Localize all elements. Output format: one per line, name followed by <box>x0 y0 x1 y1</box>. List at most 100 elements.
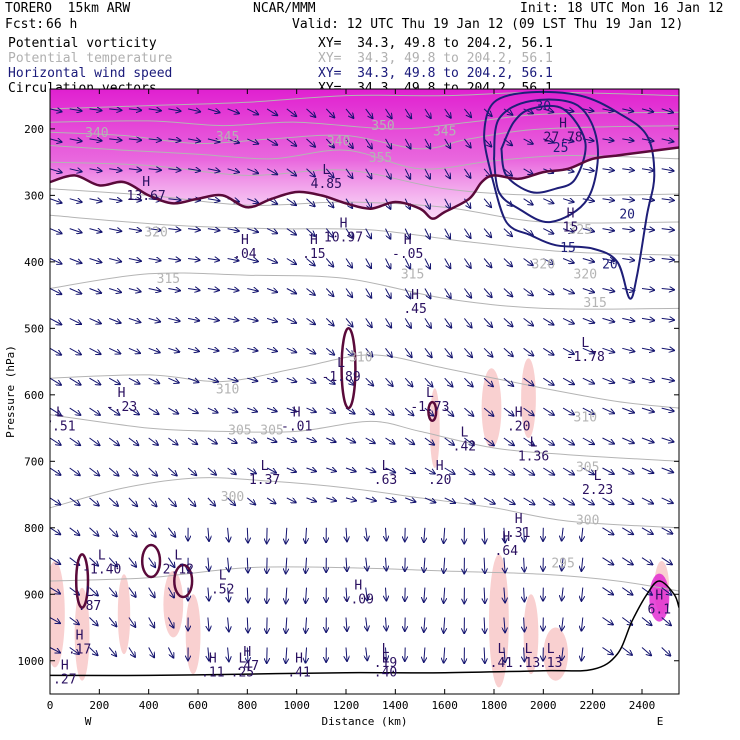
circulation-vector <box>345 168 353 178</box>
model-title: TORERO 15km ARW <box>5 1 131 16</box>
circulation-vector <box>641 408 654 412</box>
circulation-vector <box>128 527 137 537</box>
circulation-vector <box>167 647 173 658</box>
circulation-vector <box>247 467 256 474</box>
extremum-type-label: L <box>547 642 555 657</box>
theta-contour-315 <box>50 272 679 310</box>
circulation-vector <box>523 318 534 325</box>
circulation-vector <box>562 647 564 661</box>
theta-label: 315 <box>157 272 180 287</box>
circulation-vector <box>108 527 117 536</box>
circulation-vector <box>582 377 594 383</box>
circulation-vector <box>69 617 79 625</box>
circulation-vector <box>227 139 239 143</box>
extremum-high: H.41 <box>287 652 310 681</box>
extremum-type-label: H <box>209 652 217 667</box>
extremum-type-label: L <box>382 652 390 667</box>
circulation-vector <box>503 407 514 416</box>
circulation-vector <box>286 468 296 472</box>
circulation-vector <box>424 587 425 602</box>
circulation-vector <box>109 199 121 201</box>
circulation-vector <box>89 317 101 323</box>
circulation-vector <box>524 527 525 542</box>
circulation-vector <box>543 437 554 445</box>
circulation-vector <box>128 587 136 597</box>
extremum-high: H.11 <box>201 652 224 681</box>
circulation-vector <box>247 527 248 543</box>
circulation-vector <box>386 587 387 601</box>
circulation-vector <box>504 647 505 663</box>
circulation-vector <box>424 318 431 328</box>
circulation-vector <box>661 438 674 442</box>
extremum-value-label: .41 <box>490 656 513 671</box>
circulation-vector <box>207 199 220 201</box>
extremum-type-label: H <box>559 117 567 132</box>
circulation-vector <box>661 557 672 565</box>
circulation-vector <box>306 587 307 603</box>
circulation-vector <box>187 318 199 320</box>
theta-label: 315 <box>401 268 424 283</box>
extremum-type-label: H <box>61 658 69 673</box>
extremum-low: L.25 <box>231 652 254 681</box>
circulation-vector <box>483 228 491 238</box>
circulation-vector <box>148 289 161 292</box>
circulation-vector <box>50 347 61 355</box>
extremum-value-label: .42 <box>453 440 476 455</box>
extremum-value-label: .87 <box>78 599 101 614</box>
circulation-vector <box>325 138 334 148</box>
circulation-vector <box>622 527 633 535</box>
theta-contour-300 <box>50 477 679 529</box>
circulation-vector <box>562 288 574 294</box>
circulation-vector <box>366 647 368 661</box>
circulation-vector <box>483 198 491 207</box>
pv-shading-patch-0 <box>50 561 65 668</box>
circulation-vector <box>128 139 141 140</box>
circulation-vector <box>227 348 238 350</box>
circulation-vector <box>661 229 674 231</box>
circulation-vector <box>602 289 615 292</box>
circulation-vector <box>266 497 275 504</box>
circulation-vector <box>404 318 411 327</box>
circulation-vector <box>266 259 277 263</box>
circulation-vector <box>463 288 471 298</box>
circulation-vector <box>148 377 160 383</box>
circulation-vector <box>326 407 335 413</box>
extremum-value-label: .20 <box>507 420 530 435</box>
circulation-vector <box>187 348 199 351</box>
circulation-vector <box>128 169 141 170</box>
circulation-vector <box>306 108 316 117</box>
circulation-vector <box>365 138 372 149</box>
circulation-vector <box>246 497 255 505</box>
circulation-vector <box>365 468 376 472</box>
extremum-low: L.40 <box>374 652 397 681</box>
circulation-vector <box>661 617 671 626</box>
circulation-vector <box>543 407 554 415</box>
circulation-vector <box>266 467 276 473</box>
theta-label: 305 <box>228 424 251 439</box>
pv-shading-patch-1 <box>74 587 90 681</box>
circulation-vector <box>50 139 62 142</box>
circulation-vector <box>50 617 60 624</box>
circulation-vector <box>444 168 450 179</box>
circulation-vector <box>228 527 229 542</box>
circulation-vector <box>306 377 316 383</box>
circulation-vector <box>208 587 209 601</box>
circulation-vector <box>50 377 61 385</box>
circulation-vector <box>326 438 335 442</box>
circulation-vector <box>562 258 574 263</box>
circulation-vector <box>168 318 179 321</box>
pv-shading-patch-9 <box>523 594 539 675</box>
theta-label: 325 <box>569 223 592 238</box>
circulation-vector <box>661 318 674 320</box>
extremum-type-label: H <box>515 512 523 527</box>
circulation-vector <box>148 437 158 445</box>
circulation-vector <box>247 168 258 174</box>
circulation-vector <box>582 169 594 171</box>
circulation-vector <box>543 497 554 505</box>
circulation-vector <box>128 377 140 384</box>
circulation-vector <box>247 199 258 203</box>
extremum-type-label: L <box>322 163 330 178</box>
extremum-low: L.63 <box>374 459 397 488</box>
extremum-low: L.52 <box>211 569 234 598</box>
extremum-type-label: H <box>340 216 348 231</box>
